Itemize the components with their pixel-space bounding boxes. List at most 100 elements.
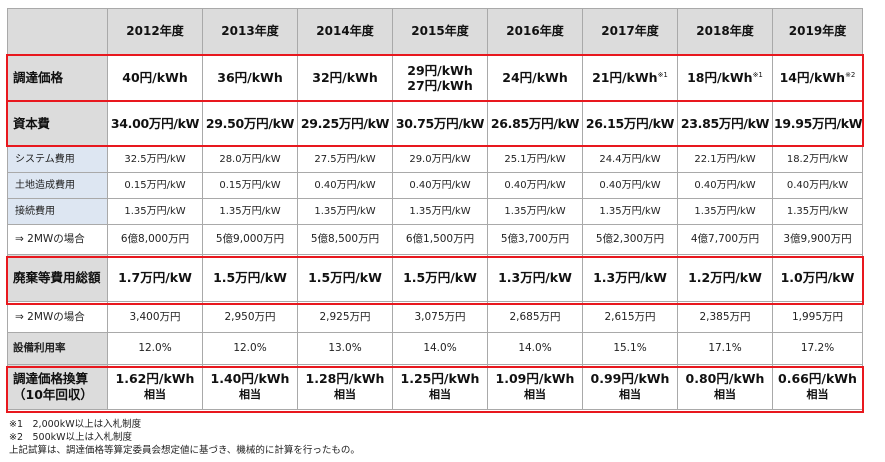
row-label: 廃棄等費用総額 [7,254,108,302]
value-cell: 0.40万円/kW [297,172,393,199]
row-label: 土地造成費用 [7,172,108,199]
year-header: 2015年度 [392,8,488,56]
header-row: 2012年度 2013年度 2014年度 2015年度 2016年度 2017年… [7,8,863,56]
value-cell: 2,385万円 [677,301,773,333]
value-cell: 28.0万円/kW [202,146,298,173]
price-cell: 36円/kWh [202,55,298,102]
disposal-cost-row: 廃棄等費用総額 1.7万円/kW 1.5万円/kW 1.5万円/kW 1.5万円… [7,254,863,302]
value-cell: 1,995万円 [772,301,863,333]
value-cell: 5億8,500万円 [297,224,393,255]
value-cell: 0.40万円/kW [677,172,773,199]
row-label: 設備利用率 [7,332,108,365]
value-cell: 13.0% [297,332,393,365]
land-cost-row: 土地造成費用 0.15万円/kW 0.15万円/kW 0.40万円/kW 0.4… [7,172,863,199]
value-cell: 17.2% [772,332,863,365]
price-cell: 29円/kWh 27円/kWh [392,55,488,102]
note-marker: ※2 [845,71,856,80]
row-label: 資本費 [7,101,108,147]
value-cell: 1.35万円/kW [677,198,773,225]
value-cell: 0.15万円/kW [107,172,203,199]
value-cell: 24.4万円/kW [582,146,678,173]
value-cell: 0.40万円/kW [772,172,863,199]
conversion-cell: 0.66円/kWh 相当 [772,364,863,410]
conversion-cell: 1.62円/kWh 相当 [107,364,203,410]
price-cell: 32円/kWh [297,55,393,102]
price-cell: 18円/kWh※1 [677,55,773,102]
conversion-cell: 0.99円/kWh 相当 [582,364,678,410]
disposal-cell: 1.5万円/kW [297,254,393,302]
disposal-cell: 1.0万円/kW [772,254,863,302]
value-cell: 22.1万円/kW [677,146,773,173]
footnotes: ※1 2,000kW以上は入札制度 ※2 500kW以上は入札制度 上記試算は、… [9,418,360,457]
value-cell: 1.35万円/kW [772,198,863,225]
value-cell: 1.35万円/kW [487,198,583,225]
value-cell: 25.1万円/kW [487,146,583,173]
value-cell: 0.40万円/kW [392,172,488,199]
conversion-cell: 0.80円/kWh 相当 [677,364,773,410]
value-cell: 0.40万円/kW [487,172,583,199]
capital-2mw-row: ⇒ 2MWの場合 6億8,000万円 5億9,000万円 5億8,500万円 6… [7,224,863,255]
value-cell: 14.0% [392,332,488,365]
value-cell: 5億2,300万円 [582,224,678,255]
year-header: 2018年度 [677,8,773,56]
value-cell: 29.0万円/kW [392,146,488,173]
value-cell: 17.1% [677,332,773,365]
row-label: 調達価格 [7,55,108,102]
capital-cell: 29.50万円/kW [202,101,298,147]
year-header: 2014年度 [297,8,393,56]
value-cell: 0.40万円/kW [582,172,678,199]
procurement-price-row: 調達価格 40円/kWh 36円/kWh 32円/kWh 29円/kWh 27円/… [7,55,863,102]
year-header: 2016年度 [487,8,583,56]
row-label: システム費用 [7,146,108,173]
value-cell: 14.0% [487,332,583,365]
year-header: 2013年度 [202,8,298,56]
value-cell: 12.0% [202,332,298,365]
value-cell: 3,075万円 [392,301,488,333]
row-label: ⇒ 2MWの場合 [7,301,108,333]
value-cell: 4億7,700万円 [677,224,773,255]
capital-cell: 29.25万円/kW [297,101,393,147]
value-cell: 27.5万円/kW [297,146,393,173]
value-cell: 2,925万円 [297,301,393,333]
value-cell: 1.35万円/kW [202,198,298,225]
disposal-cell: 1.2万円/kW [677,254,773,302]
disposal-2mw-row: ⇒ 2MWの場合 3,400万円 2,950万円 2,925万円 3,075万円… [7,301,863,333]
capital-cell: 34.00万円/kW [107,101,203,147]
value-cell: 2,950万円 [202,301,298,333]
footnote: 上記試算は、調達価格等算定委員会想定値に基づき、機械的に計算を行ったもの。 [9,445,360,456]
conversion-cell: 1.28円/kWh 相当 [297,364,393,410]
value-cell: 0.15万円/kW [202,172,298,199]
capital-cost-row: 資本費 34.00万円/kW 29.50万円/kW 29.25万円/kW 30.… [7,101,863,147]
value-cell: 1.35万円/kW [392,198,488,225]
price-cell: 21円/kWh※1 [582,55,678,102]
conversion-cell: 1.25円/kWh 相当 [392,364,488,410]
footnote: ※1 2,000kW以上は入札制度 [9,419,142,430]
year-header: 2012年度 [107,8,203,56]
value-cell: 15.1% [582,332,678,365]
conversion-cell: 1.09円/kWh 相当 [487,364,583,410]
connection-cost-row: 接続費用 1.35万円/kW 1.35万円/kW 1.35万円/kW 1.35万… [7,198,863,225]
disposal-cell: 1.5万円/kW [202,254,298,302]
value-cell: 6億8,000万円 [107,224,203,255]
value-cell: 3,400万円 [107,301,203,333]
disposal-cell: 1.5万円/kW [392,254,488,302]
conversion-row: 調達価格換算 （10年回収） 1.62円/kWh 相当 1.40円/kWh 相当 1.… [7,364,863,410]
note-marker: ※1 [752,71,763,80]
price-cell: 14円/kWh※2 [772,55,863,102]
value-cell: 1.35万円/kW [297,198,393,225]
value-cell: 6億1,500万円 [392,224,488,255]
conversion-cell: 1.40円/kWh 相当 [202,364,298,410]
capital-cell: 26.15万円/kW [582,101,678,147]
row-label: 接続費用 [7,198,108,225]
value-cell: 12.0% [107,332,203,365]
cost-table: 2012年度 2013年度 2014年度 2015年度 2016年度 2017年… [7,8,863,410]
system-cost-row: システム費用 32.5万円/kW 28.0万円/kW 27.5万円/kW 29.… [7,146,863,173]
utilization-row: 設備利用率 12.0% 12.0% 13.0% 14.0% 14.0% 15.1… [7,332,863,365]
value-cell: 5億9,000万円 [202,224,298,255]
disposal-cell: 1.7万円/kW [107,254,203,302]
value-cell: 32.5万円/kW [107,146,203,173]
value-cell: 1.35万円/kW [107,198,203,225]
value-cell: 1.35万円/kW [582,198,678,225]
corner-cell [7,8,108,56]
